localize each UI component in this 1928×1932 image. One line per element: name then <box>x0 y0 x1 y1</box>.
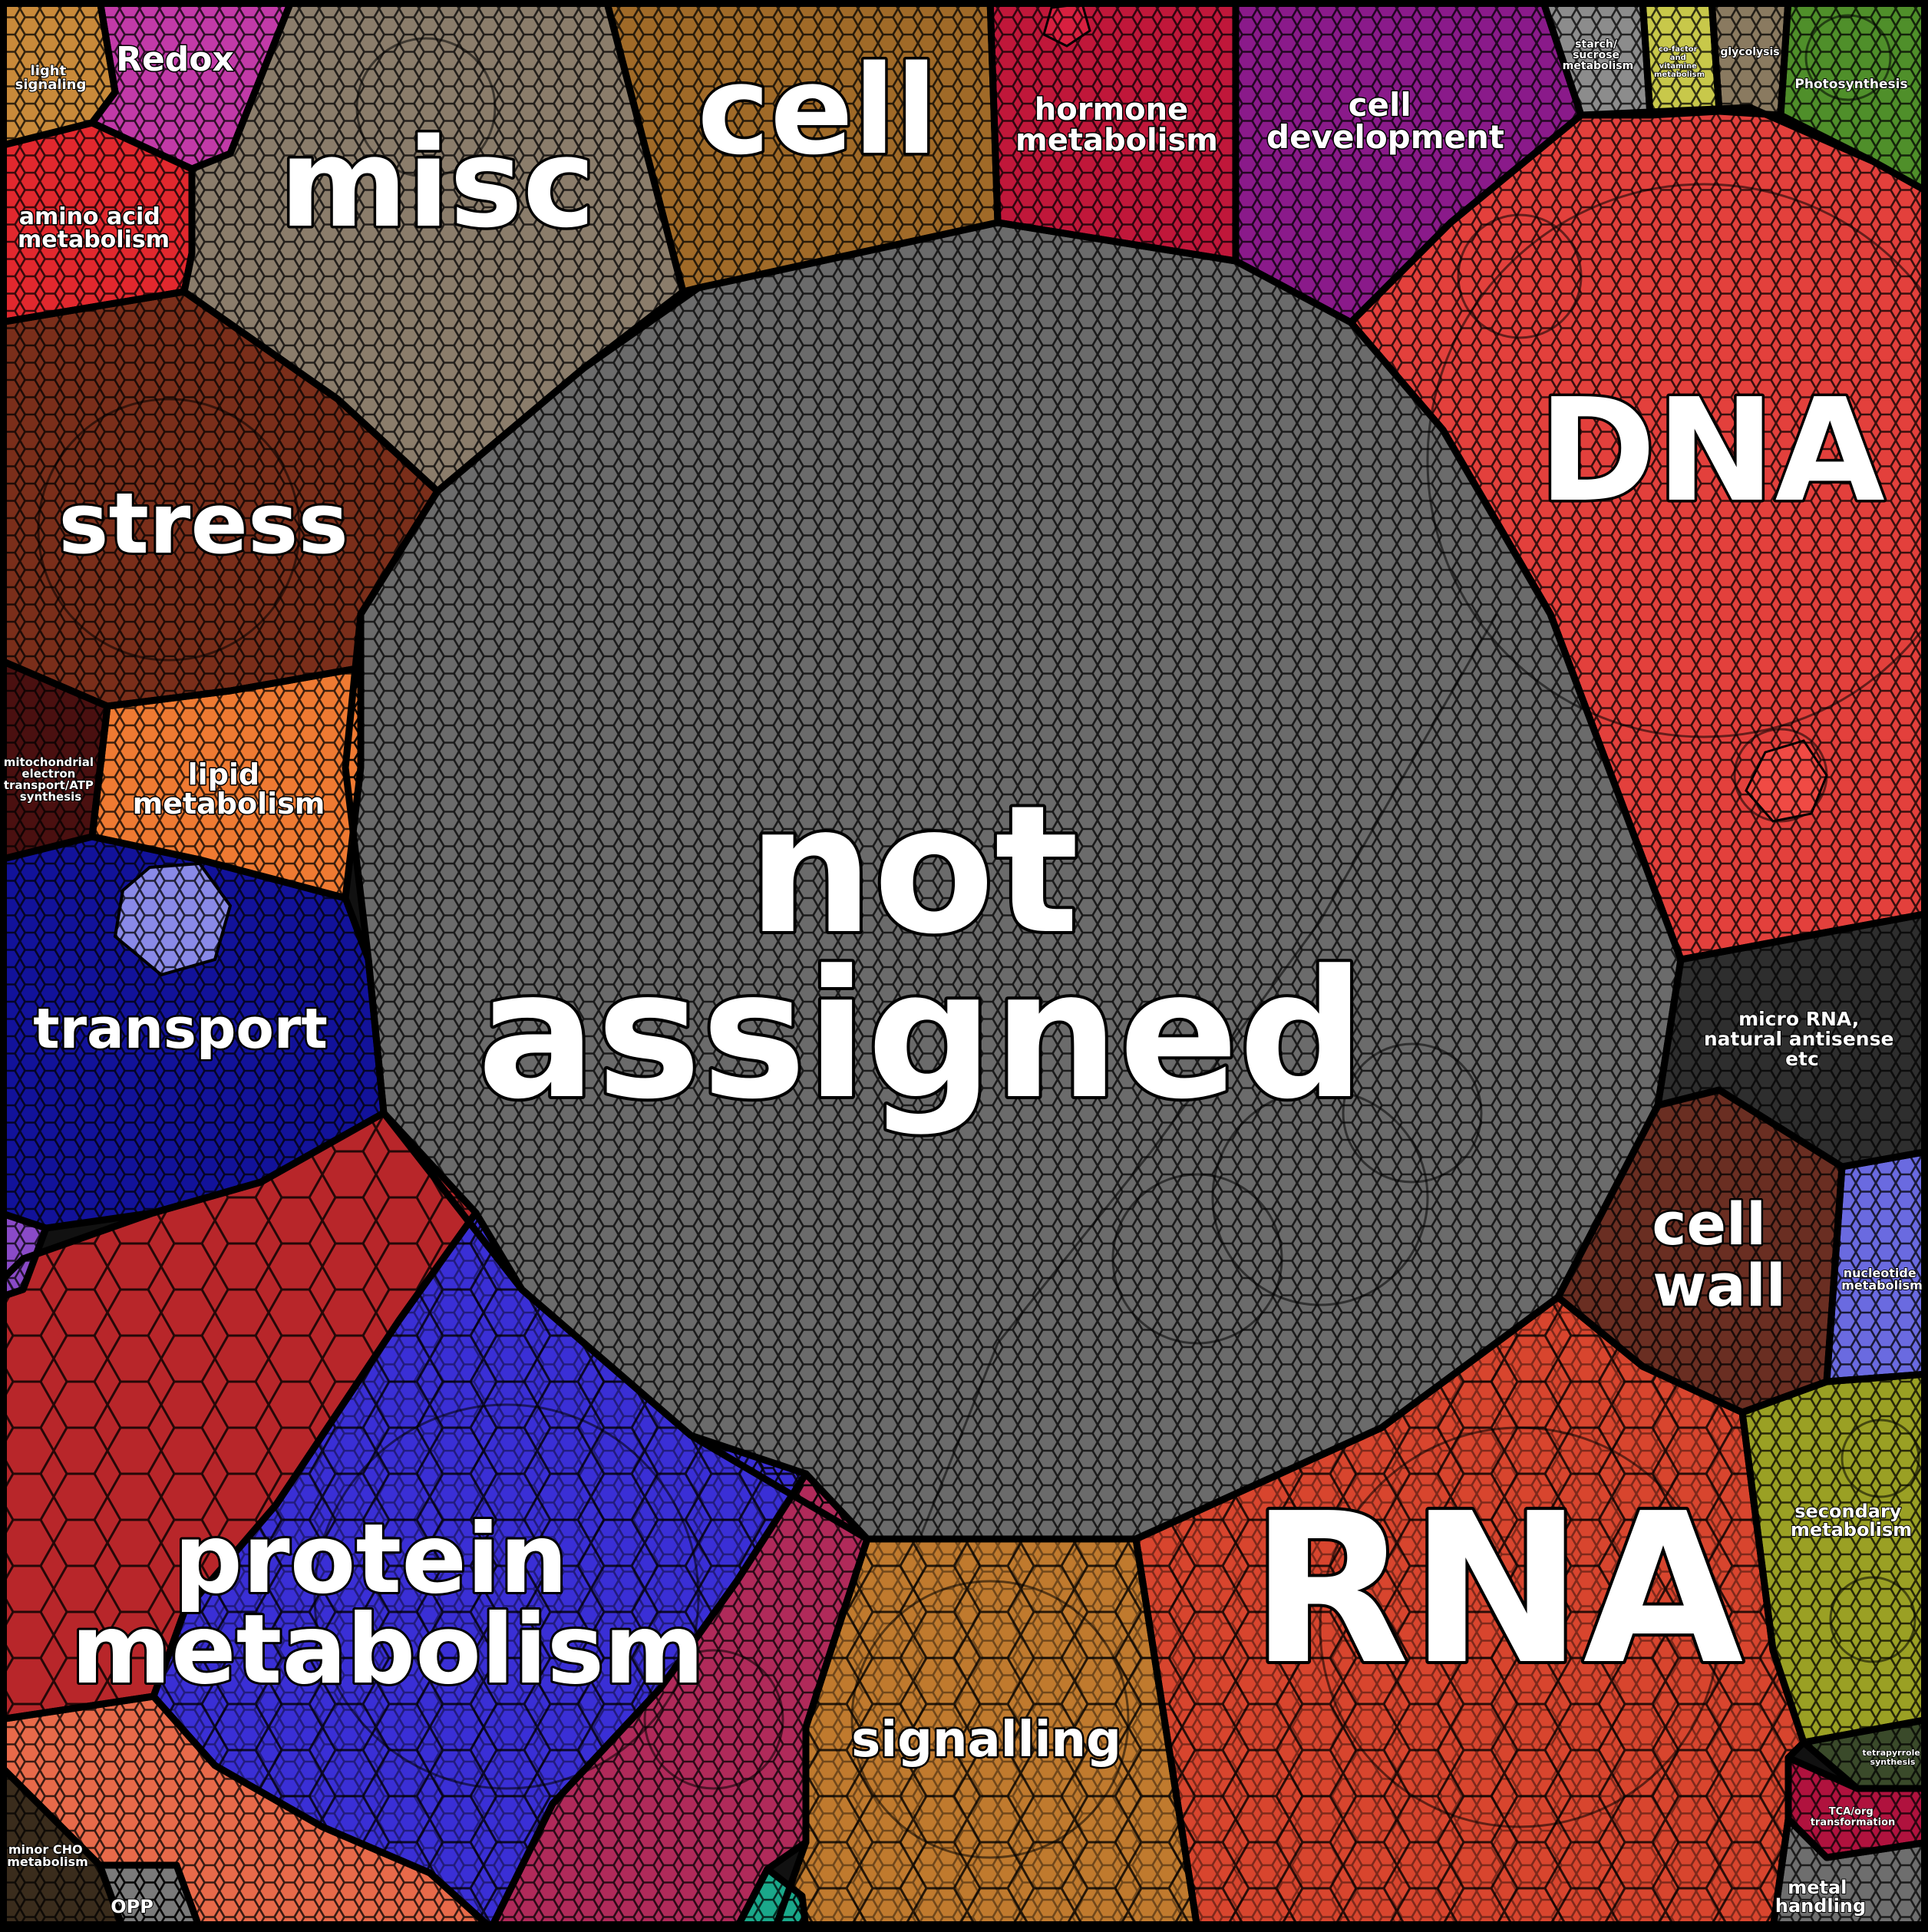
mesh-unlabeled-red <box>0 1113 476 1719</box>
border-nucleotide-metabolism <box>1823 1148 1928 1385</box>
label-nucleotide-metabolism: nucleotide metabolism <box>1841 1266 1923 1293</box>
mesh-tca-org-transformation <box>1788 1758 1928 1858</box>
mesh-secondary-metabolism <box>1742 1374 1928 1742</box>
label-photosynthesis: Photosynthesis <box>1794 77 1907 92</box>
mesh-redox <box>92 0 292 169</box>
label-metal-handling: metal handling <box>1775 1877 1866 1917</box>
mesh-minor-cho-metabolism <box>0 1765 123 1928</box>
mesh-amino-acid-metabolism <box>0 123 192 322</box>
mesh-not-assigned <box>345 223 1681 1539</box>
label-secondary-metabolism: secondary metabolism <box>1791 1501 1912 1541</box>
label-mitochondrial-electron-transport: mitochondrial electron transport/ATP syn… <box>4 755 98 804</box>
mesh-transport <box>0 837 384 1228</box>
label-dna: DNA <box>1538 368 1885 533</box>
mesh-opp <box>100 1865 200 1928</box>
mesh-unlabeled-pink <box>491 1474 867 1928</box>
label-signalling: signalling <box>851 1712 1121 1769</box>
mesh-hormone-metabolism <box>990 0 1236 261</box>
mesh-cell-wall <box>1558 1090 1842 1412</box>
label-cell-wall: cell wall <box>1652 1190 1786 1319</box>
label-opp: OPP <box>111 1896 154 1917</box>
mesh-light-signaling <box>0 0 115 146</box>
label-lipid-metabolism: lipid metabolism <box>133 758 325 821</box>
mesh-fine-signalling <box>775 1539 1197 1928</box>
border-photosynthesis <box>1777 0 1928 196</box>
mesh-cell <box>606 0 998 292</box>
mesh-micro-rna <box>1658 913 1928 1167</box>
mesh-unlabeled-purple <box>0 1213 46 1297</box>
label-minor-cho-metabolism: minor CHO metabolism <box>7 1842 88 1869</box>
mesh-misc <box>184 0 683 491</box>
label-cell-development: cell development <box>1266 86 1504 156</box>
mesh-co-factor-vitamine-metabolism <box>1642 0 1719 115</box>
mesh-mitochondrial-electron-transport <box>0 660 107 860</box>
label-not-assigned: not assigned <box>477 768 1365 1138</box>
mesh-lipid-metabolism <box>92 668 361 898</box>
mesh-glycolysis <box>1712 0 1788 115</box>
mesh-fine-protein-metabolism <box>154 1213 806 1928</box>
label-misc: misc <box>279 111 596 255</box>
label-protein-metabolism: protein metabolism <box>71 1504 705 1706</box>
border-tetrapyrrole-synthesis <box>1800 1716 1928 1792</box>
mesh-nucleotide-metabolism <box>1827 1151 1928 1382</box>
label-tca-org-transformation: TCA/org transformation <box>1811 1806 1896 1828</box>
label-light-signaling: light signaling <box>15 63 87 93</box>
border-cell <box>602 0 1002 296</box>
label-redox: Redox <box>116 40 234 79</box>
label-amino-acid-metabolism: amino acid metabolism <box>18 203 170 253</box>
label-starch-sucrose-metabolism: starch/ sucrose metabolism <box>1563 38 1633 72</box>
label-transport: transport <box>33 996 328 1061</box>
label-micro-rna: micro RNA, natural antisense etc <box>1704 1008 1900 1070</box>
label-glycolysis: glycolysis <box>1720 46 1779 58</box>
border-cell-development <box>1232 0 1585 326</box>
label-stress: stress <box>58 474 348 573</box>
label-rna: RNA <box>1250 1468 1745 1710</box>
label-tetrapyrrole-synthesis: tetrapyrrole synthesis <box>1862 1748 1923 1767</box>
label-cell: cell <box>697 38 937 182</box>
mesh-photosynthesis <box>1781 0 1928 192</box>
label-hormone-metabolism: hormone metabolism <box>1015 92 1218 158</box>
mesh-cell-development <box>1236 0 1581 322</box>
mesh-starch-sucrose-metabolism <box>1543 0 1650 115</box>
label-co-factor-vitamine-metabolism: co-factor and vitamine metabolism <box>1654 45 1705 79</box>
mesh-fine-rna <box>1136 1297 1804 1928</box>
mesh-dna <box>1351 107 1928 959</box>
